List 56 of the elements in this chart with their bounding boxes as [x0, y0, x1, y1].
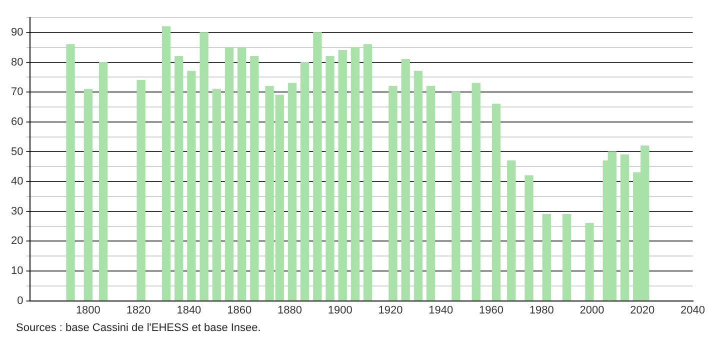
x-tick-label: 2040	[680, 304, 706, 316]
y-tick-label: 30	[10, 205, 24, 218]
bar	[288, 82, 297, 301]
bar	[136, 80, 146, 301]
y-tick-label: 70	[10, 86, 24, 98]
y-tick-label: 50	[10, 146, 24, 158]
x-tick-label: 1880	[277, 304, 302, 316]
bar	[542, 214, 551, 301]
bar	[401, 59, 410, 301]
x-tick-label: 1900	[328, 304, 352, 316]
bar	[492, 104, 501, 301]
bar	[174, 56, 184, 301]
bar	[326, 56, 334, 301]
bar	[313, 32, 322, 301]
bar	[585, 222, 594, 301]
y-tick-label: 90	[10, 26, 24, 39]
bar	[66, 44, 75, 301]
bar	[426, 86, 436, 301]
bar	[363, 44, 372, 301]
y-tick-label: 0	[17, 294, 24, 307]
bar	[162, 26, 171, 301]
x-tick-label: 1860	[227, 304, 252, 316]
bar	[224, 47, 234, 301]
bar	[338, 50, 347, 301]
bar	[388, 86, 398, 301]
bar	[84, 88, 93, 301]
y-tick-label: 60	[10, 116, 24, 128]
x-tick-label: 1980	[529, 304, 554, 316]
bar	[98, 62, 108, 301]
bar	[507, 160, 516, 301]
bar	[200, 32, 208, 301]
y-tick-label: 20	[10, 235, 24, 248]
bar	[350, 47, 360, 301]
bar	[620, 154, 630, 301]
bar	[250, 56, 259, 301]
y-tick-label: 10	[10, 265, 24, 278]
bar	[524, 175, 534, 301]
x-tick-label: 1820	[126, 304, 151, 316]
x-tick-label: 1960	[478, 304, 504, 316]
bar	[452, 92, 460, 301]
bar	[562, 214, 572, 301]
bar	[472, 82, 480, 301]
x-tick-label: 1840	[176, 304, 202, 316]
source-note: Sources : base Cassini de l'EHESS et base Insee.	[16, 322, 262, 334]
x-tick-label: 2000	[580, 304, 604, 316]
bar	[300, 62, 310, 301]
y-tick-label: 40	[10, 176, 24, 188]
x-tick-label: 1920	[378, 304, 403, 316]
bar	[212, 88, 221, 301]
bar	[414, 70, 423, 301]
bar	[187, 70, 196, 301]
x-tick-label: 1800	[76, 304, 100, 316]
x-tick-label: 1940	[428, 304, 454, 316]
bar	[238, 47, 246, 301]
y-tick-label: 80	[10, 56, 24, 68]
x-tick-label: 2020	[630, 304, 655, 316]
